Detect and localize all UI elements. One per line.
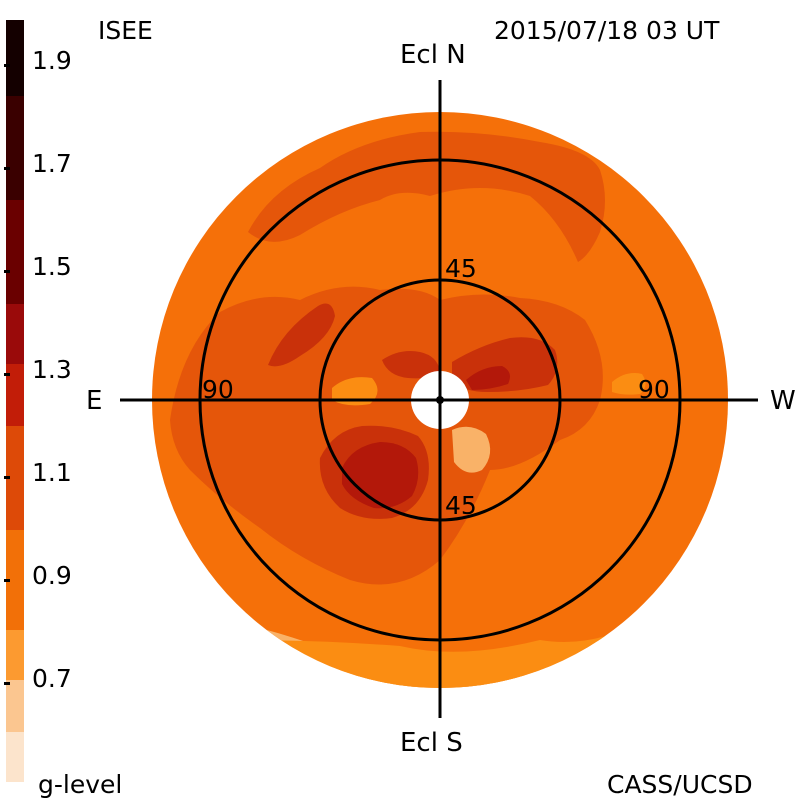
colorbar-tick-label: 1.1	[32, 458, 72, 487]
inner-ring-label-north: 45	[445, 254, 477, 283]
colorbar-band	[6, 426, 24, 530]
colorbar-band	[6, 200, 24, 304]
colorbar-tick	[4, 682, 10, 685]
colorbar-tick-label: 0.7	[32, 664, 72, 693]
colorbar-tick	[4, 167, 10, 170]
colorbar-band	[6, 304, 24, 364]
east-label: E	[86, 386, 103, 416]
colorbar-tick	[4, 270, 10, 273]
outer-ring-label-west: 90	[638, 375, 670, 404]
colorbar-band	[6, 96, 24, 200]
colorbar-band	[6, 20, 24, 96]
source-label: ISEE	[98, 16, 153, 45]
outer-ring-label-east: 90	[202, 375, 234, 404]
colorbar-label: g-level	[38, 770, 123, 799]
colorbar-tick	[4, 476, 10, 479]
colorbar-band	[6, 680, 24, 732]
west-label: W	[770, 386, 796, 416]
inner-ring-label-south: 45	[445, 491, 477, 520]
map-region	[332, 377, 378, 406]
colorbar-tick-label: 1.7	[32, 149, 72, 178]
map-region	[612, 373, 646, 395]
colorbar-tick	[4, 64, 10, 67]
ecliptic-south-label: Ecl S	[400, 728, 463, 758]
colorbar-tick-label: 1.9	[32, 46, 72, 75]
colorbar-band	[6, 364, 24, 426]
map-region	[452, 426, 491, 473]
ecliptic-north-label: Ecl N	[400, 40, 466, 70]
colorbar-tick	[4, 373, 10, 376]
colorbar-band	[6, 530, 24, 630]
colorbar-tick-label: 1.5	[32, 252, 72, 281]
colorbar-tick-label: 1.3	[32, 355, 72, 384]
colorbar-tick-label: 0.9	[32, 561, 72, 590]
colorbar-band	[6, 732, 24, 782]
credit-label: CASS/UCSD	[607, 770, 753, 799]
colorbar-band	[6, 630, 24, 680]
timestamp: 2015/07/18 03 UT	[494, 16, 720, 45]
map-region	[248, 131, 605, 262]
colorbar-tick	[4, 579, 10, 582]
map-region	[382, 351, 440, 379]
map-region	[466, 366, 510, 390]
map-region	[268, 303, 335, 367]
